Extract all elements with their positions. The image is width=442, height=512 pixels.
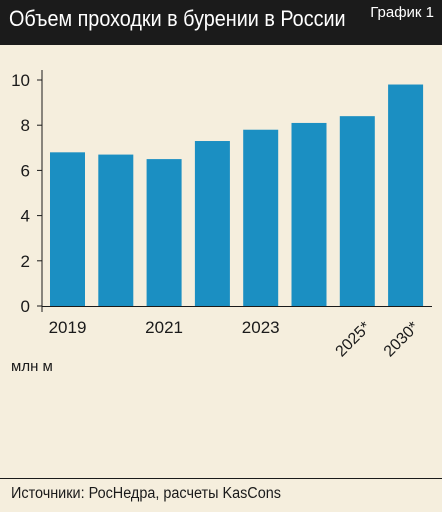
bar-chart: 0 2 4 6 8 10 2019 2021 2023 2025* 2030* — [11, 70, 432, 361]
y-tick-label: 0 — [21, 297, 30, 316]
x-tick-label: 2025* — [333, 319, 375, 361]
source-note: Источники: РосНедра, расчеты KasCons — [11, 485, 281, 502]
chart-header: Объем проходки в бурении в России График… — [0, 0, 442, 45]
bar — [291, 122, 327, 306]
chart-number-badge: График 1 — [370, 4, 434, 21]
y-tick-label: 2 — [21, 252, 30, 271]
x-tick-label: 2030* — [381, 319, 423, 361]
chart-title: Объем проходки в бурении в России — [9, 6, 346, 31]
bar — [98, 154, 134, 306]
y-tick-label: 4 — [21, 207, 30, 226]
y-tick-label: 6 — [21, 161, 30, 180]
bar — [243, 129, 279, 306]
bar — [146, 159, 182, 306]
x-tick-label: 2023 — [242, 318, 280, 337]
x-tick-label: 2021 — [145, 318, 183, 337]
bar — [388, 84, 424, 306]
y-tick-label: 10 — [11, 71, 30, 90]
unit-label: млн м — [11, 358, 53, 375]
y-tick-label: 8 — [21, 116, 30, 135]
bar — [339, 116, 375, 306]
bar — [50, 152, 85, 306]
x-tick-label: 2019 — [49, 318, 87, 337]
footer-divider — [0, 478, 442, 479]
bar — [194, 141, 230, 306]
